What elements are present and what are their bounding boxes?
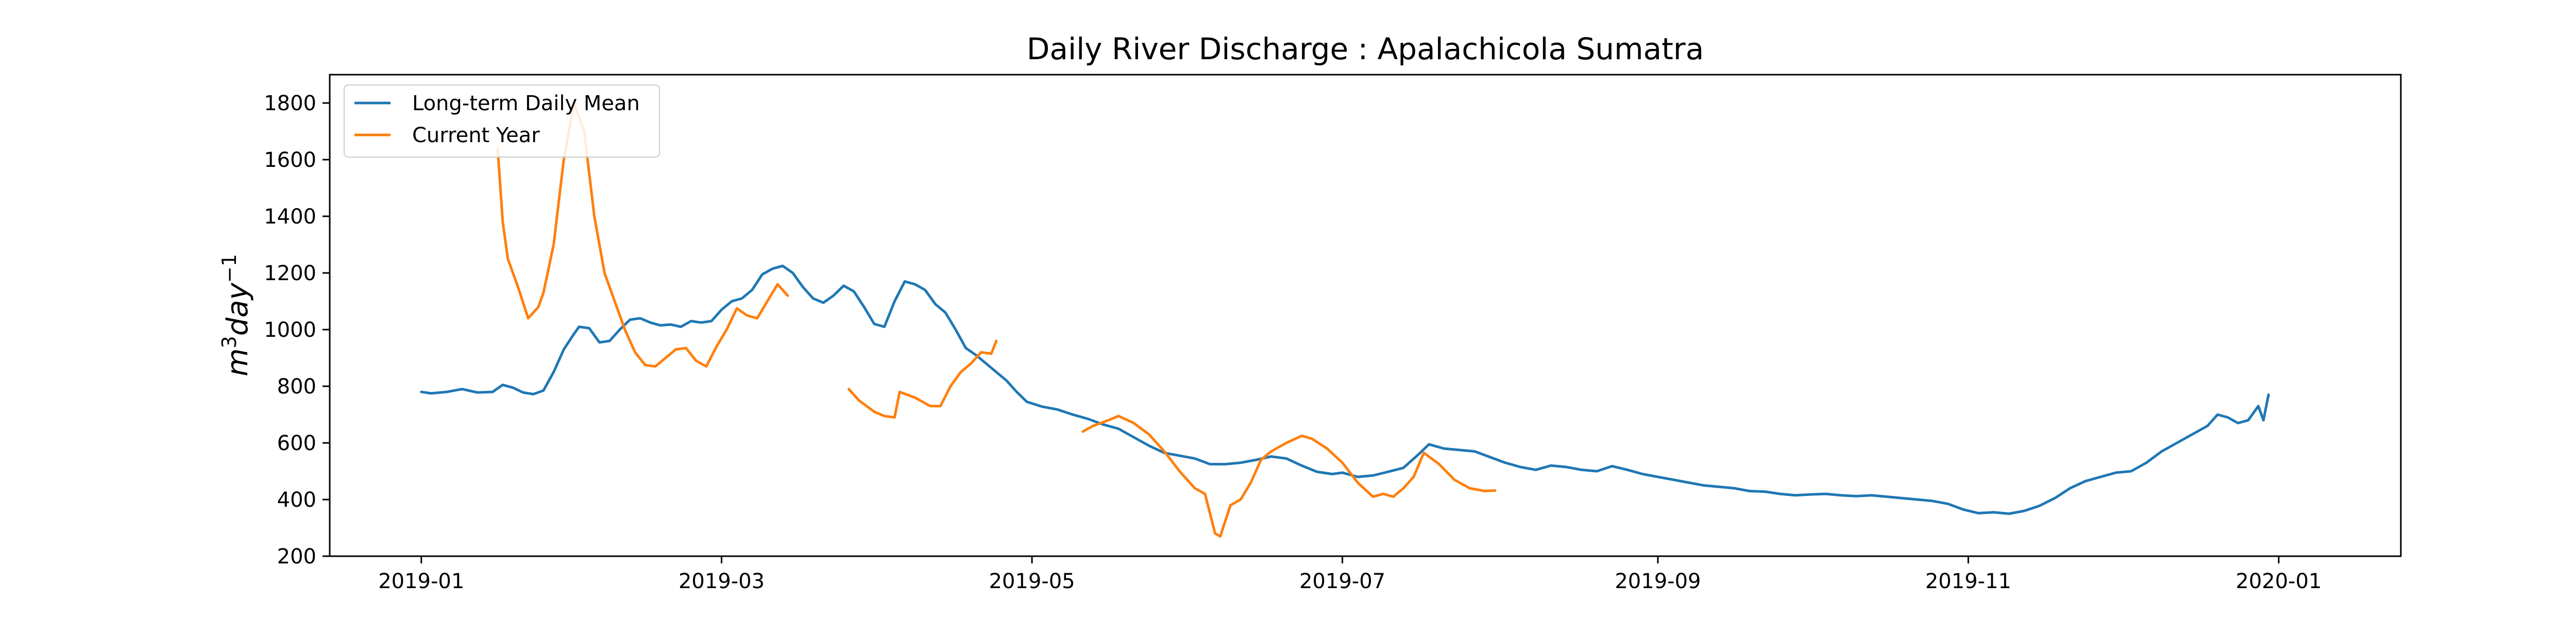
y-tick-label: 200 bbox=[277, 545, 316, 569]
legend: Long-term Daily Mean Current Year bbox=[344, 84, 660, 158]
y-axis-label: m3day−1 bbox=[218, 254, 255, 376]
y-tick-label: 1200 bbox=[264, 262, 316, 285]
series-line-long-term-daily-mean-1 bbox=[420, 264, 2270, 515]
y-tick-label: 1800 bbox=[264, 92, 316, 115]
y-tick-label: 1000 bbox=[264, 318, 316, 342]
series-layer bbox=[420, 101, 2270, 538]
y-axis: 200 400 600 800 1000 1200 1400 1600 1800 bbox=[264, 92, 330, 569]
x-tick-label: 2019-09 bbox=[1615, 570, 1701, 593]
series-line-current-year-3 bbox=[1081, 415, 1497, 538]
y-tick-label: 1400 bbox=[264, 205, 316, 229]
x-tick-label: 2019-11 bbox=[1925, 570, 2011, 593]
axes-frame bbox=[329, 74, 2402, 557]
x-tick-label: 2020-01 bbox=[2235, 570, 2321, 593]
series-line-current-year-1 bbox=[496, 101, 789, 368]
legend-label-current-year: Current Year bbox=[412, 124, 540, 147]
y-tick-label: 400 bbox=[277, 488, 316, 512]
legend-box bbox=[344, 84, 660, 158]
series-line-current-year-2 bbox=[848, 339, 998, 419]
y-tick-label: 800 bbox=[277, 375, 316, 399]
x-axis: 2019-01 2019-03 2019-05 2019-07 2019-09 2019-… bbox=[378, 556, 2322, 593]
x-tick-label: 2019-03 bbox=[679, 570, 765, 593]
y-tick-label: 600 bbox=[277, 432, 316, 455]
x-tick-label: 2019-01 bbox=[378, 570, 464, 593]
plot-area bbox=[329, 74, 2402, 557]
y-tick-label: 1600 bbox=[264, 148, 316, 172]
legend-label-long-term-mean: Long-term Daily Mean bbox=[412, 92, 640, 115]
x-tick-label: 2019-05 bbox=[989, 570, 1075, 593]
chart-title: Daily River Discharge : Apalachicola Sum… bbox=[1027, 31, 1704, 66]
x-tick-label: 2019-07 bbox=[1299, 570, 1385, 593]
